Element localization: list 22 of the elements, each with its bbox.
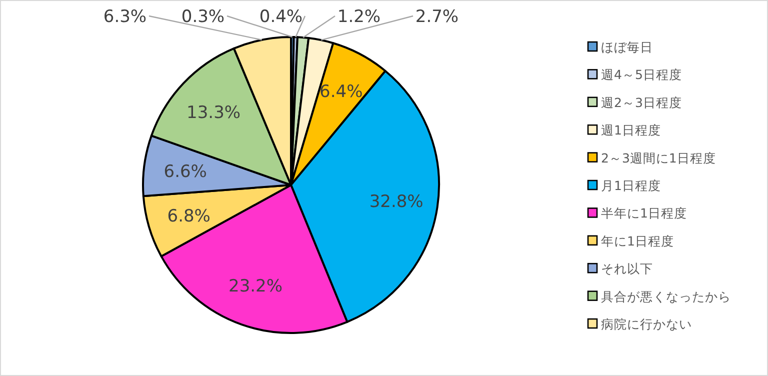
data-label: 1.2% bbox=[337, 7, 381, 27]
legend-label: 年に1日程度 bbox=[601, 233, 674, 248]
data-label: 2.7% bbox=[415, 7, 459, 27]
legend-label: ほぼ毎日 bbox=[601, 40, 653, 54]
data-label: 6.6% bbox=[164, 162, 207, 182]
data-label: 6.8% bbox=[167, 206, 210, 226]
data-label: 13.3% bbox=[186, 102, 241, 123]
legend-label: 週2～3日程度 bbox=[601, 94, 682, 110]
legend-label: 半年に1日程度 bbox=[601, 206, 687, 221]
legend-label: 週4～5日程度 bbox=[601, 67, 682, 82]
data-label: 32.8% bbox=[369, 192, 424, 212]
data-label: 23.2% bbox=[228, 276, 283, 296]
legend-label: 2～3週間に1日程度 bbox=[601, 150, 716, 166]
data-label: 6.4% bbox=[320, 82, 363, 102]
legend-label: 病院に行かない bbox=[601, 316, 692, 332]
legend-label: 具合が悪くなったから bbox=[601, 288, 731, 304]
legend-label: 週1日程度 bbox=[601, 122, 661, 138]
data-label: 0.3% bbox=[181, 7, 225, 27]
legend-label: それ以下 bbox=[601, 261, 653, 276]
data-label: 0.4% bbox=[259, 7, 303, 27]
legend-label: 月1日程度 bbox=[601, 178, 661, 193]
data-label: 6.3% bbox=[103, 7, 147, 27]
